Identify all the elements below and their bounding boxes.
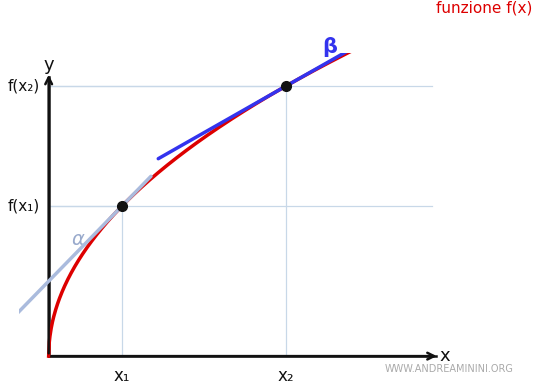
- Text: x₂: x₂: [278, 367, 294, 385]
- Text: β: β: [322, 37, 338, 57]
- Text: y: y: [43, 56, 54, 74]
- Text: f(x₁): f(x₁): [7, 199, 40, 214]
- Text: α: α: [72, 230, 84, 249]
- Text: f(x₂): f(x₂): [7, 78, 40, 94]
- Text: WWW.ANDREAMININI.ORG: WWW.ANDREAMININI.ORG: [384, 363, 514, 374]
- Text: x: x: [440, 347, 450, 365]
- Text: x₁: x₁: [113, 367, 130, 385]
- Text: funzione f(x): funzione f(x): [436, 0, 532, 16]
